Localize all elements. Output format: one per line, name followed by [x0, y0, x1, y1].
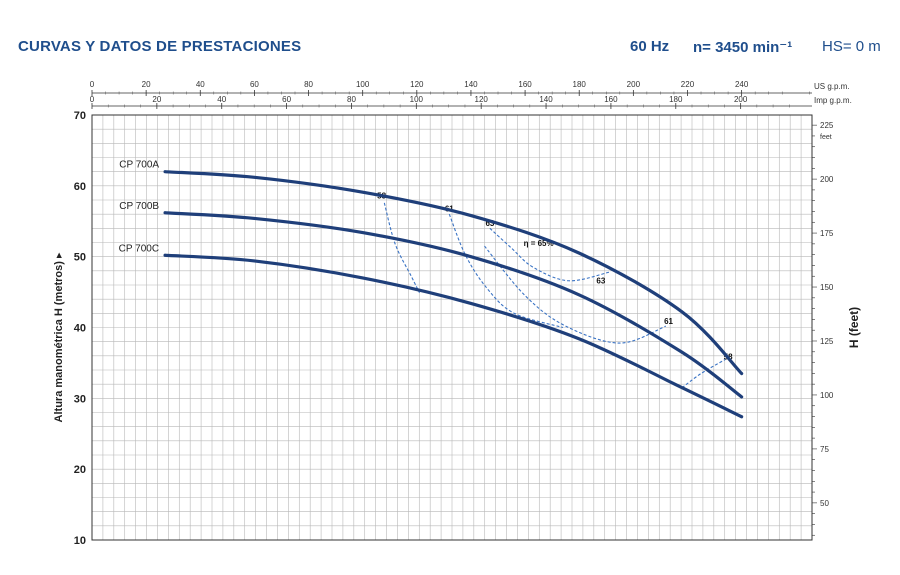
speed-label: n= 3450 min⁻¹ — [693, 39, 793, 56]
y-tick-label: 20 — [74, 464, 86, 476]
efficiency-curve — [383, 202, 421, 294]
imp-gpm-tick-label: 20 — [152, 95, 161, 104]
imp-gpm-tick-label: 140 — [539, 95, 553, 104]
us-gpm-tick-label: 100 — [356, 80, 370, 89]
imp-gpm-tick-label: 40 — [217, 95, 226, 104]
feet-tick-label: 150 — [820, 283, 834, 292]
efficiency-curve — [681, 358, 726, 389]
efficiency-label: 63 — [596, 277, 605, 286]
head-curve — [163, 253, 744, 419]
us-gpm-tick-label: 60 — [250, 80, 259, 89]
us-gpm-tick-label: 80 — [304, 80, 313, 89]
feet-tick-label: 75 — [820, 445, 829, 454]
us-gpm-tick-label: 240 — [735, 80, 749, 89]
us-gpm-tick-label: 180 — [573, 80, 587, 89]
feet-tick-label: 100 — [820, 391, 834, 400]
series-label: CP 700C — [119, 243, 159, 254]
feet-unit-label: feet — [820, 134, 832, 141]
feet-tick-label: 225 — [820, 121, 834, 130]
feet-tick-label: 50 — [820, 499, 829, 508]
chart-title: CURVAS Y DATOS DE PRESTACIONES — [18, 38, 302, 55]
y2-axis-title: H (feet) — [847, 307, 861, 348]
head-curve — [163, 170, 744, 376]
y-tick-label: 70 — [74, 110, 86, 122]
series-label: CP 700A — [119, 160, 159, 171]
efficiency-label: 61 — [664, 317, 673, 326]
imp-gpm-tick-label: 180 — [669, 95, 683, 104]
y-tick-label: 10 — [74, 535, 86, 547]
us-gpm-axis-label: US g.p.m. — [814, 82, 850, 91]
imp-gpm-tick-label: 0 — [90, 95, 95, 104]
head-curve — [163, 211, 744, 399]
y-tick-label: 30 — [74, 393, 86, 405]
efficiency-curve — [484, 245, 667, 344]
frequency-label: 60 Hz — [630, 38, 670, 55]
us-gpm-tick-label: 140 — [464, 80, 478, 89]
feet-tick-label: 200 — [820, 175, 834, 184]
imp-gpm-tick-label: 60 — [282, 95, 291, 104]
series-label: CP 700B — [119, 201, 159, 212]
imp-gpm-axis-label: Imp g.p.m. — [814, 96, 852, 105]
y-axis-title: Altura manométrica H (metros) ▸ — [53, 252, 65, 422]
feet-tick-label: 175 — [820, 229, 834, 238]
us-gpm-tick-label: 20 — [142, 80, 151, 89]
feet-tick-label: 125 — [820, 337, 834, 346]
us-gpm-tick-label: 200 — [627, 80, 641, 89]
y-tick-label: 40 — [74, 323, 86, 335]
us-gpm-tick-label: 40 — [196, 80, 205, 89]
suction-height-label: HS= 0 m — [822, 38, 881, 55]
y-tick-label: 60 — [74, 181, 86, 193]
efficiency-eta-label: η = 65% — [524, 239, 554, 248]
imp-gpm-tick-label: 80 — [347, 95, 356, 104]
efficiency-curve — [448, 213, 564, 329]
imp-gpm-tick-label: 160 — [604, 95, 618, 104]
efficiency-curve — [489, 227, 610, 282]
imp-gpm-tick-label: 200 — [734, 95, 748, 104]
us-gpm-tick-label: 160 — [518, 80, 532, 89]
efficiency-label: 63 — [485, 219, 494, 228]
us-gpm-tick-label: 120 — [410, 80, 424, 89]
us-gpm-tick-label: 0 — [90, 80, 95, 89]
imp-gpm-tick-label: 100 — [410, 95, 424, 104]
us-gpm-tick-label: 220 — [681, 80, 695, 89]
plot-frame — [91, 114, 813, 541]
imp-gpm-tick-label: 120 — [475, 95, 489, 104]
y-tick-label: 50 — [74, 252, 86, 264]
